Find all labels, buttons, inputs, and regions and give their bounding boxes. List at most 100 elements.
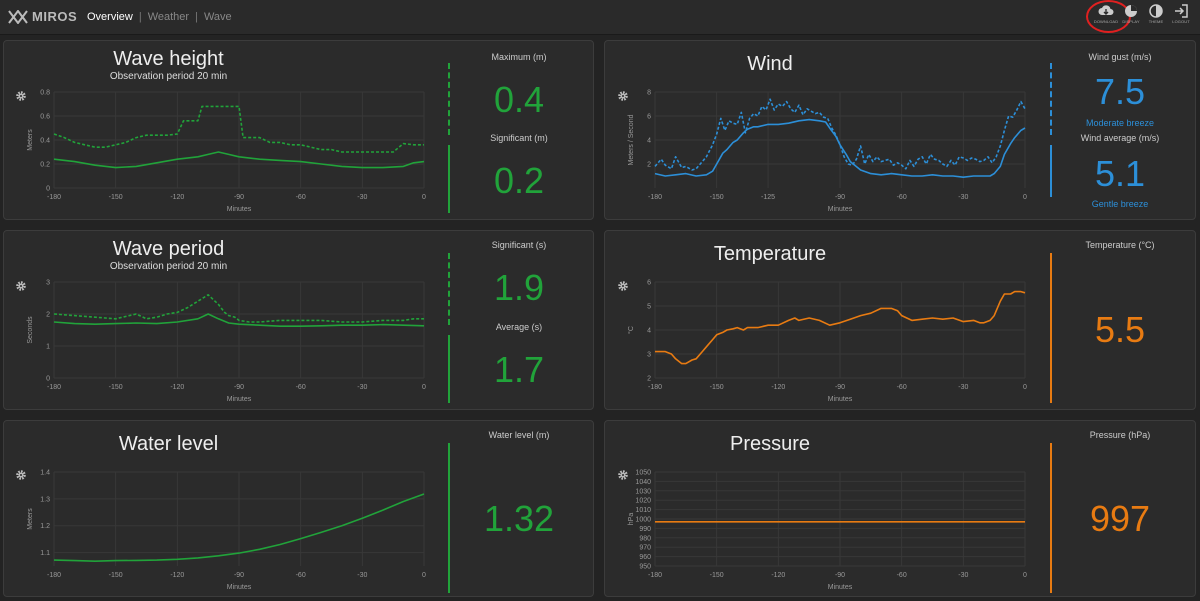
display-button[interactable]: DISPLAY (1120, 4, 1142, 32)
y-tick-label: 0 (46, 376, 50, 383)
series-line-solid (654, 118, 1026, 178)
y-tick-label: 5 (647, 304, 651, 311)
y-tick-label: 1040 (635, 479, 651, 486)
download-label: DOWNLOAD (1093, 19, 1119, 24)
significant-indicator-bar (448, 145, 450, 213)
y-tick-label: 1.4 (40, 470, 50, 477)
water-level-value: 1.32 (483, 498, 555, 539)
app-name: MIROS (32, 9, 78, 24)
wind-average-label: Wind average (m/s) (1080, 133, 1160, 143)
y-axis-label: hPa (628, 513, 635, 526)
settings-gear-icon[interactable] (617, 89, 629, 101)
x-tick-label: -120 (771, 384, 785, 391)
series-line-dashed (53, 105, 424, 153)
water-level-panel: Water level -180 -150 -120 -90 -60 -30 0 1.1 1.2… (3, 420, 594, 597)
temperature-chart: -180 -150 -120 -90 -60 -30 0 2 3 4 5 6 Minutes °C (627, 280, 1027, 404)
y-tick-label: 2 (647, 162, 651, 169)
theme-label: THEME (1148, 19, 1164, 24)
x-tick-label: -60 (897, 572, 907, 579)
significant-value: 1.9 (493, 267, 545, 308)
y-axis-label: °C (627, 326, 635, 334)
significant-indicator-bar (448, 253, 450, 325)
series-line-solid (53, 493, 425, 562)
x-tick-label: -120 (771, 572, 785, 579)
max-indicator-bar (448, 63, 450, 135)
cloud-download-icon (1098, 5, 1114, 15)
y-tick-label: 1.1 (40, 550, 50, 557)
wind-gust-description: Moderate breeze (1085, 118, 1155, 128)
x-axis-label: Minutes (828, 396, 853, 403)
panel-title: Wave period (112, 238, 225, 260)
x-tick-label: -150 (109, 384, 123, 391)
x-tick-label: -30 (357, 572, 367, 579)
download-button[interactable]: DOWNLOAD (1093, 4, 1119, 32)
x-tick-label: -150 (109, 194, 123, 201)
y-tick-label: 1 (46, 344, 50, 351)
y-tick-label: 970 (639, 545, 651, 552)
y-tick-label: 8 (647, 90, 651, 97)
x-tick-label: -30 (958, 194, 968, 201)
display-icon (1125, 5, 1137, 17)
wind-gust-label: Wind gust (m/s) (1088, 52, 1152, 62)
y-tick-label: 4 (647, 328, 651, 335)
settings-gear-icon[interactable] (15, 279, 27, 291)
temperature-indicator-bar (1050, 253, 1052, 403)
y-tick-label: 1050 (635, 470, 651, 477)
wind-gust-value: 7.5 (1094, 71, 1146, 112)
wave-height-chart: -180 -150 -120 -90 -60 -30 0 0 0.2 0.4 0.6 0.8 Minut… (27, 90, 426, 214)
tab-overview[interactable]: Overview (87, 11, 133, 23)
panel-title: Pressure (729, 433, 811, 455)
logout-button[interactable]: LOGOUT (1170, 4, 1192, 32)
x-tick-label: -60 (897, 384, 907, 391)
x-tick-label: -60 (296, 384, 306, 391)
wind-average-description: Gentle breeze (1091, 199, 1149, 209)
average-value: 1.7 (493, 349, 545, 390)
settings-gear-icon[interactable] (15, 89, 27, 101)
x-axis-label: Minutes (227, 396, 252, 403)
x-tick-label: 0 (1023, 384, 1027, 391)
series-line-solid (53, 313, 425, 328)
y-tick-label: 0 (46, 186, 50, 193)
wind-average-value: 5.1 (1094, 153, 1146, 194)
x-tick-label: -120 (170, 194, 184, 201)
top-bar: MIROS Overview | Weather | Wave DOWNLOAD… (0, 0, 1200, 35)
tab-wave[interactable]: Wave (203, 11, 232, 23)
x-tick-label: -180 (648, 194, 662, 201)
y-tick-label: 6 (647, 114, 651, 121)
settings-gear-icon[interactable] (617, 279, 629, 291)
y-tick-label: 950 (639, 564, 651, 571)
average-indicator-bar (448, 335, 450, 403)
logout-icon (1175, 4, 1188, 18)
x-axis-label: Minutes (227, 584, 252, 591)
tab-weather[interactable]: Weather (147, 11, 190, 23)
nav-separator: | (138, 11, 142, 23)
x-tick-label: -60 (897, 194, 907, 201)
maximum-value: 0.4 (493, 79, 545, 120)
settings-gear-icon[interactable] (15, 468, 27, 480)
series-line-dashed (654, 98, 1026, 171)
y-tick-label: 1010 (635, 507, 651, 514)
x-tick-label: -30 (357, 384, 367, 391)
pressure-panel: Pressure -180 -150 -120 -90 -60 -30 0 950 960 970… (604, 420, 1196, 597)
x-tick-label: -90 (835, 194, 845, 201)
settings-gear-icon[interactable] (617, 468, 629, 480)
x-tick-label: -120 (170, 572, 184, 579)
panel-title: Water level (118, 433, 219, 455)
significant-label: Significant (s) (491, 240, 547, 250)
pressure-chart: -180 -150 -120 -90 -60 -30 0 950 960 970 980 990 100… (628, 470, 1027, 592)
app-logo[interactable]: MIROS (8, 9, 77, 24)
significant-value: 0.2 (493, 160, 545, 201)
wind-panel: Wind -180 -150 -125 -90 -60 -30 0 2 4 6 8 Minutes Me… (604, 40, 1196, 220)
panel-subtitle: Observation period 20 min (109, 261, 228, 272)
temperature-value: 5.5 (1094, 309, 1146, 350)
y-tick-label: 1020 (635, 498, 651, 505)
theme-button[interactable]: THEME (1145, 4, 1167, 32)
y-tick-label: 1.3 (40, 496, 50, 503)
y-tick-label: 2 (647, 376, 651, 383)
maximum-label: Maximum (m) (491, 52, 547, 62)
y-tick-label: 1030 (635, 488, 651, 495)
y-tick-label: 4 (647, 138, 651, 145)
x-tick-label: -30 (357, 194, 367, 201)
x-axis-label: Minutes (828, 206, 853, 213)
x-tick-label: -150 (710, 384, 724, 391)
